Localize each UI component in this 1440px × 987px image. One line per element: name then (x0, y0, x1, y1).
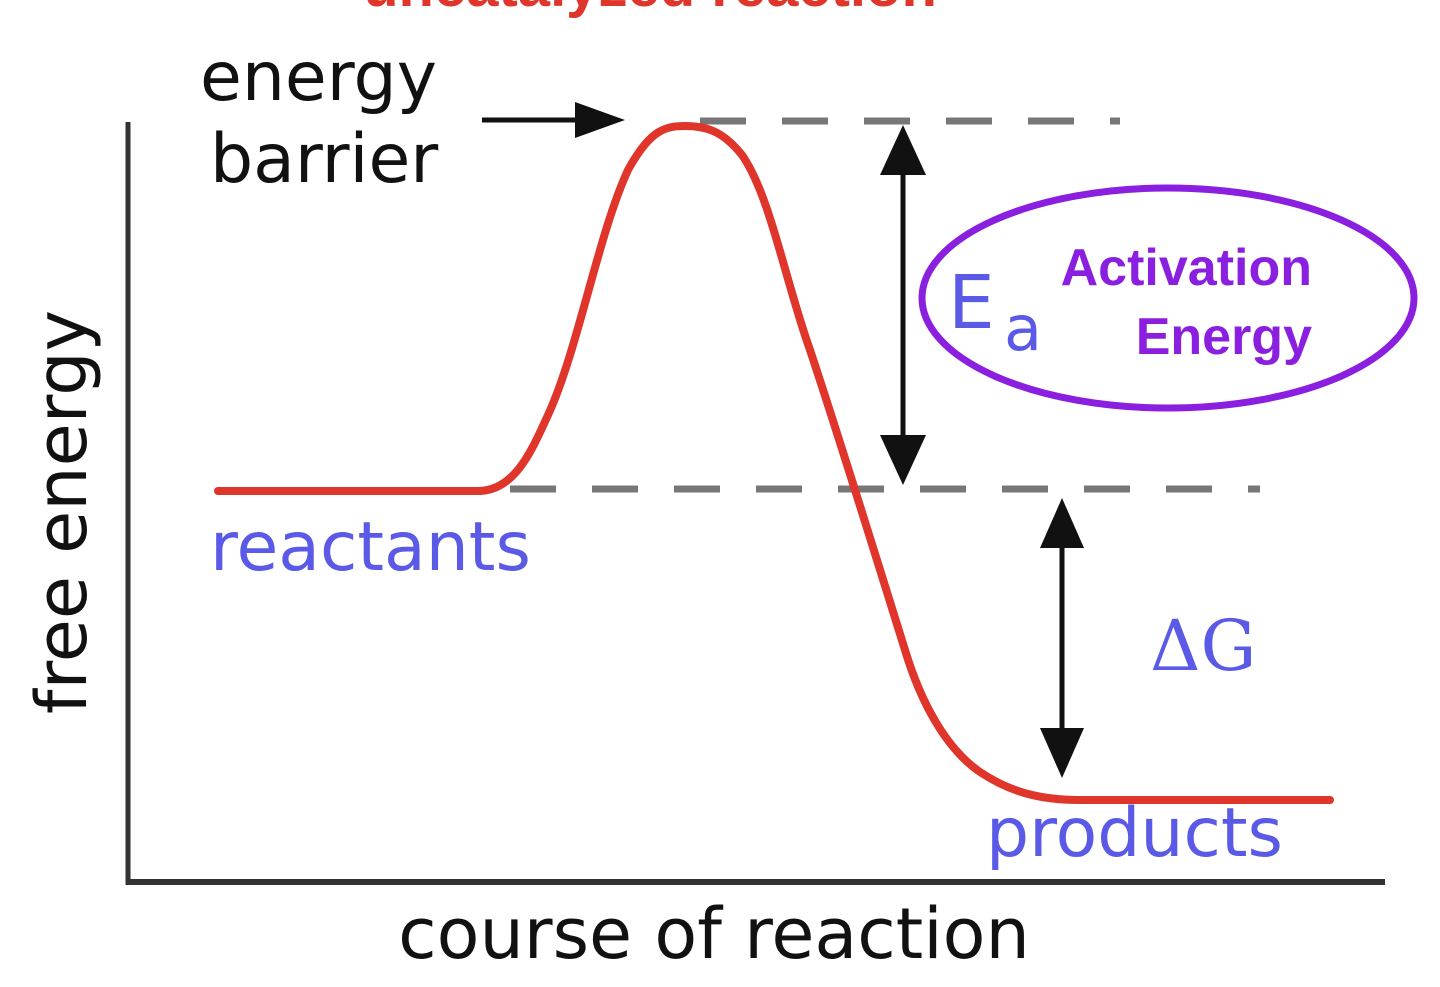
y-axis-label: free energy (21, 310, 103, 714)
products-label: products (986, 794, 1283, 873)
barrier-label-line2: barrier (210, 120, 438, 199)
activation-energy-note-line2: Energy (1136, 308, 1312, 366)
ea-subscript: a (1004, 292, 1042, 365)
activation-energy-ellipse (918, 184, 1418, 412)
reactants-label: reactants (210, 508, 531, 587)
barrier-arrowhead (575, 102, 625, 138)
activation-energy-note-line1: Activation (1061, 239, 1312, 297)
x-axis-label: course of reaction (398, 893, 1030, 975)
energy-curve (214, 122, 1334, 804)
barrier-label-line1: energy (200, 38, 437, 117)
diagram-title: uncatalyzed reaction (363, 0, 937, 19)
ea-arrowhead-up (880, 125, 926, 175)
ea-arrowhead-down (880, 435, 926, 485)
ea-symbol: E (948, 260, 995, 346)
delta-g-arrowhead-up (1040, 498, 1084, 548)
delta-g-label: ΔG (1150, 605, 1256, 687)
delta-g-arrowhead-down (1040, 728, 1084, 778)
